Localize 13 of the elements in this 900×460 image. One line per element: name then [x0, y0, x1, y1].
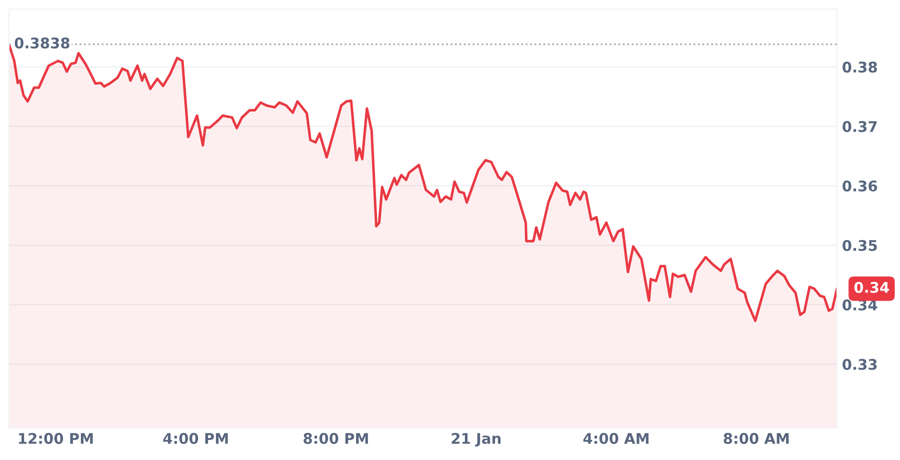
y-tick-label: 0.33 [842, 358, 877, 370]
x-tick-label: 8:00 AM [724, 432, 789, 444]
y-tick-label: 0.36 [842, 180, 878, 192]
x-tick-label: 4:00 PM [163, 432, 228, 444]
x-tick-label: 12:00 PM [19, 432, 93, 444]
x-tick-label: 8:00 PM [304, 432, 368, 444]
ref-line-label: 0.3838 [14, 37, 70, 49]
y-tick-label: 0.38 [842, 62, 877, 73]
y-tick-label: 0.35 [842, 240, 877, 252]
x-tick-label: 21 Jan [452, 432, 501, 447]
y-tick-label: 0.37 [842, 121, 877, 132]
x-tick-label: 4:00 AM [583, 432, 649, 444]
annotation: 0.34 [854, 282, 889, 293]
